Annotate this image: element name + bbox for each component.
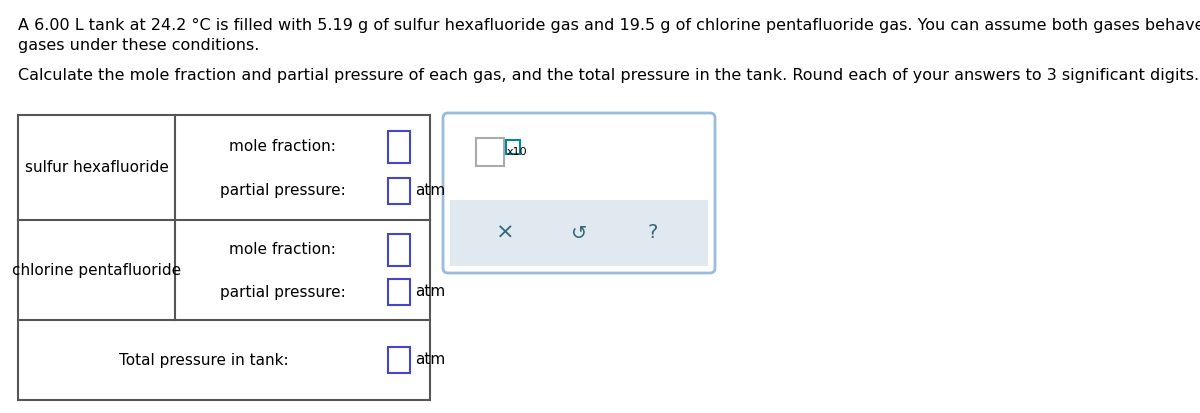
Bar <box>388 131 410 162</box>
Bar <box>18 115 430 400</box>
Text: ×: × <box>497 223 515 243</box>
Bar <box>506 140 520 154</box>
Text: A 6.00 L tank at 24.2 °C is filled with 5.19 g of sulfur hexafluoride gas and 19: A 6.00 L tank at 24.2 °C is filled with … <box>18 18 1200 33</box>
Text: atm: atm <box>415 285 445 299</box>
Text: Total pressure in tank:: Total pressure in tank: <box>119 353 289 368</box>
Bar <box>476 138 504 166</box>
Text: mole fraction:: mole fraction: <box>229 139 336 154</box>
Text: ↺: ↺ <box>571 223 587 242</box>
Text: Calculate the mole fraction and partial pressure of each gas, and the total pres: Calculate the mole fraction and partial … <box>18 68 1199 83</box>
Text: x10: x10 <box>508 147 528 157</box>
Bar <box>388 279 410 305</box>
Text: partial pressure:: partial pressure: <box>220 183 346 198</box>
Text: chlorine pentafluoride: chlorine pentafluoride <box>12 263 181 278</box>
FancyBboxPatch shape <box>443 113 715 273</box>
Text: atm: atm <box>415 183 445 198</box>
Text: sulfur hexafluoride: sulfur hexafluoride <box>24 160 168 175</box>
Bar <box>388 347 410 373</box>
Bar <box>450 200 708 266</box>
Bar <box>388 234 410 266</box>
Text: gases under these conditions.: gases under these conditions. <box>18 38 259 53</box>
Text: atm: atm <box>415 353 445 368</box>
Text: mole fraction:: mole fraction: <box>229 242 336 257</box>
Text: partial pressure:: partial pressure: <box>220 285 346 299</box>
Bar <box>388 178 410 204</box>
Text: ?: ? <box>647 223 658 242</box>
